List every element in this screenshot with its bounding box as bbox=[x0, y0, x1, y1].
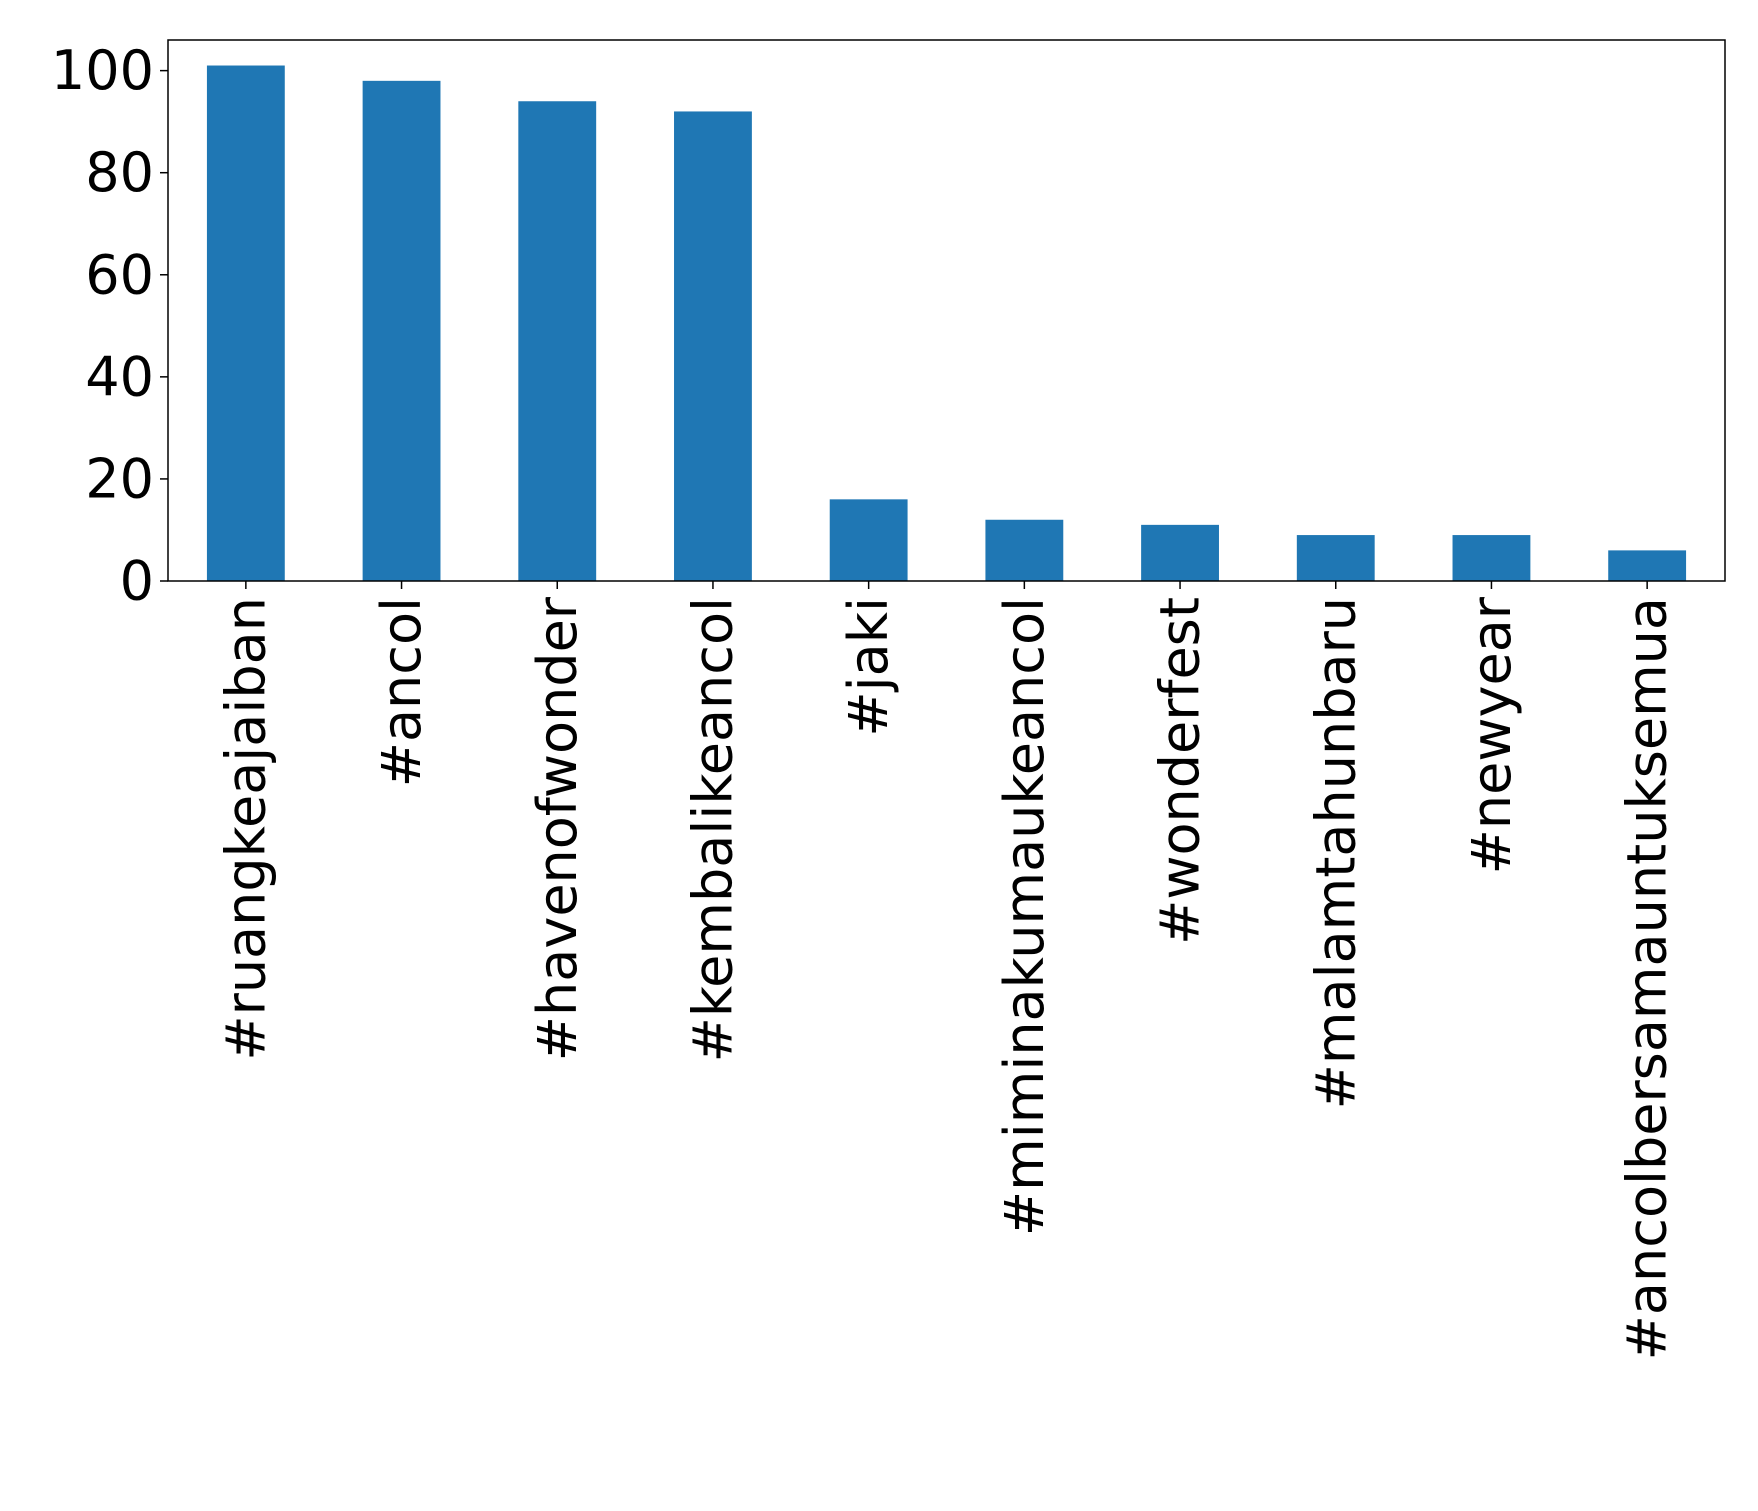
bar bbox=[1608, 550, 1687, 581]
x-tick-label: #jaki bbox=[837, 597, 900, 737]
bar bbox=[674, 111, 752, 582]
y-axis: 0 20 40 60 80 100 bbox=[51, 39, 168, 613]
bars-group bbox=[206, 65, 1687, 582]
bar bbox=[1296, 535, 1375, 581]
x-tick-label: #ancol bbox=[370, 597, 433, 787]
bar bbox=[206, 65, 285, 582]
x-axis: #ruangkeajaiban #ancol #havenofwonder #kemb… bbox=[214, 581, 1679, 1360]
x-tick-label: #ruangkeajaiban bbox=[214, 597, 277, 1061]
plot-frame bbox=[167, 39, 1726, 582]
bar bbox=[1452, 535, 1531, 581]
bar bbox=[829, 499, 908, 581]
x-tick-label: #havenofwonder bbox=[526, 596, 589, 1061]
bar bbox=[518, 101, 597, 581]
y-tick-label: 100 bbox=[51, 39, 154, 102]
x-tick-label: #kembalikeancol bbox=[681, 597, 744, 1062]
x-tick-label: #newyear bbox=[1460, 596, 1523, 874]
y-tick-label: 20 bbox=[85, 447, 154, 510]
y-tick-label: 80 bbox=[85, 141, 154, 204]
x-tick-label: #wonderfest bbox=[1149, 597, 1212, 945]
x-tick-label: #miminakumaukeancol bbox=[993, 597, 1056, 1236]
bar bbox=[985, 519, 1064, 581]
y-tick-label: 40 bbox=[85, 345, 154, 408]
y-tick-label: 60 bbox=[85, 243, 154, 306]
x-tick-label: #malamtahunbaru bbox=[1304, 597, 1367, 1109]
x-tick-label: #ancolbersamauntuksemua bbox=[1616, 597, 1679, 1360]
bar bbox=[362, 80, 441, 581]
y-tick-label: 0 bbox=[120, 550, 154, 613]
bar bbox=[1141, 524, 1219, 581]
